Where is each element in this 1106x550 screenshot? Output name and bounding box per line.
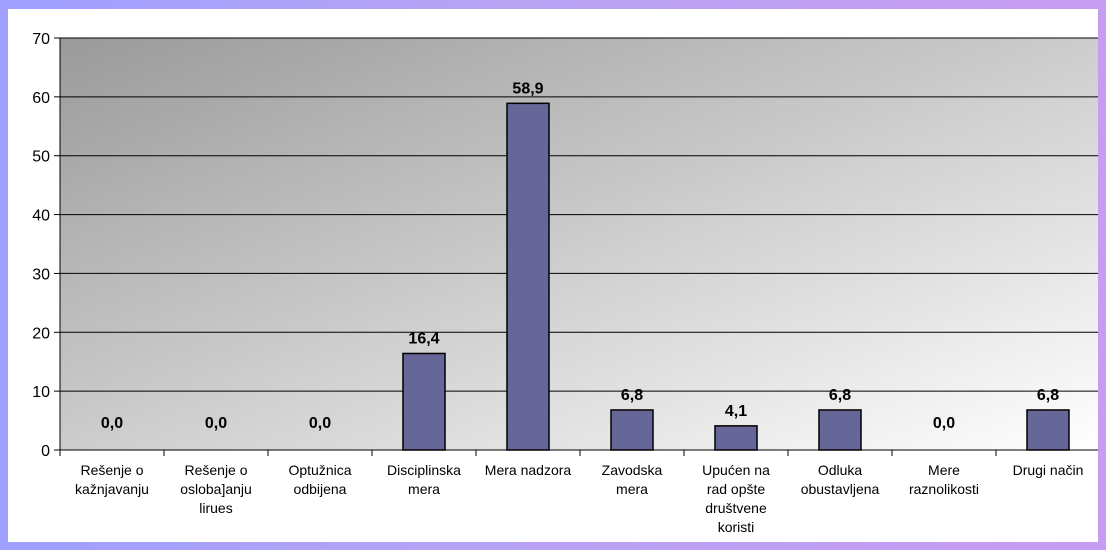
chart-frame: 0 10 20 30 40 50 60 70 0,0 Rešenje o kažnjavanju 0,… bbox=[8, 9, 1098, 542]
bars bbox=[402, 102, 1070, 451]
y-tick-label: 30 bbox=[32, 266, 50, 283]
x-category-label: Drugi način bbox=[1013, 462, 1084, 478]
bar bbox=[818, 409, 862, 451]
data-label: 58,9 bbox=[512, 80, 543, 97]
bar bbox=[1026, 409, 1070, 451]
data-label: 6,8 bbox=[621, 387, 643, 404]
data-label: 16,4 bbox=[408, 330, 439, 347]
bar bbox=[714, 425, 758, 451]
y-tick-label: 70 bbox=[32, 31, 50, 48]
x-category-label: Odluka obustavljena bbox=[801, 462, 880, 497]
x-category-label: Rešenje o kažnjavanju bbox=[75, 462, 149, 497]
axes bbox=[54, 37, 1098, 456]
data-label: 0,0 bbox=[309, 415, 331, 432]
data-label: 6,8 bbox=[829, 387, 851, 404]
data-label: 0,0 bbox=[933, 415, 955, 432]
x-category-label: Optužnica odbijena bbox=[288, 462, 351, 497]
x-category-label: Rešenje o osloba]anju lirues bbox=[180, 462, 252, 516]
bar bbox=[610, 409, 654, 451]
gridlines bbox=[60, 37, 1098, 392]
x-category-label: Upućen na rad opšte društvene koristi bbox=[702, 462, 770, 535]
plot-area bbox=[60, 38, 1098, 450]
data-label: 4,1 bbox=[725, 403, 747, 420]
y-tick-label: 10 bbox=[32, 384, 50, 401]
y-tick-label: 60 bbox=[32, 90, 50, 107]
data-label: 0,0 bbox=[205, 415, 227, 432]
bar bbox=[402, 352, 446, 451]
bar-chart: 0 10 20 30 40 50 60 70 0,0 Rešenje o kažnjavanju 0,… bbox=[32, 31, 1098, 535]
x-category-label: Mera nadzora bbox=[485, 462, 572, 478]
data-label: 0,0 bbox=[101, 415, 123, 432]
x-category-label: Zavodska mera bbox=[602, 462, 663, 497]
x-category-label: Disciplinska mera bbox=[387, 462, 461, 497]
labels: 0 10 20 30 40 50 60 70 0,0 Rešenje o kažnjavanju 0,… bbox=[32, 31, 1083, 535]
y-tick-label: 50 bbox=[32, 149, 50, 166]
bar bbox=[506, 102, 550, 451]
y-tick-label: 20 bbox=[32, 325, 50, 342]
data-label: 6,8 bbox=[1037, 387, 1059, 404]
y-tick-label: 40 bbox=[32, 208, 50, 225]
x-category-label: Mere raznolikosti bbox=[909, 462, 979, 497]
y-tick-label: 0 bbox=[41, 443, 50, 460]
